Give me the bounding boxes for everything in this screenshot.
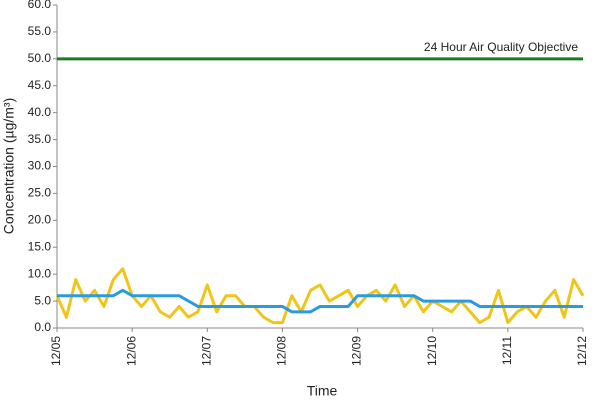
objective-label: 24 Hour Air Quality Objective [424,40,578,54]
x-tick-label: 12/06 [124,336,138,366]
y-tick-label: 10.0 [28,266,52,280]
y-tick-label: 55.0 [28,24,52,38]
y-tick-label: 40.0 [28,105,52,119]
x-tick-label: 12/10 [425,336,439,366]
x-tick-label: 12/12 [575,336,589,366]
y-axis-label: Concentration (µg/m³) [1,98,17,234]
y-tick-label: 25.0 [28,186,52,200]
x-tick-label: 12/11 [500,336,514,365]
x-tick-label: 12/09 [350,336,364,366]
y-tick-label: 50.0 [28,51,52,65]
y-tick-label: 0.0 [34,320,51,334]
y-tick-label: 30.0 [28,159,52,173]
y-tick-label: 20.0 [28,213,52,227]
series-line [57,288,583,314]
x-tick-label: 12/08 [275,336,289,366]
y-tick-label: 60.0 [28,0,52,11]
y-tick-label: 45.0 [28,78,52,92]
y-tick-label: 15.0 [28,239,52,253]
x-tick-label: 12/07 [199,336,213,366]
y-tick-label: 35.0 [28,132,52,146]
x-axis-label: Time [307,383,338,399]
y-tick-label: 5.0 [34,293,51,307]
series-line [55,267,585,325]
x-tick-label: 12/05 [49,336,63,366]
